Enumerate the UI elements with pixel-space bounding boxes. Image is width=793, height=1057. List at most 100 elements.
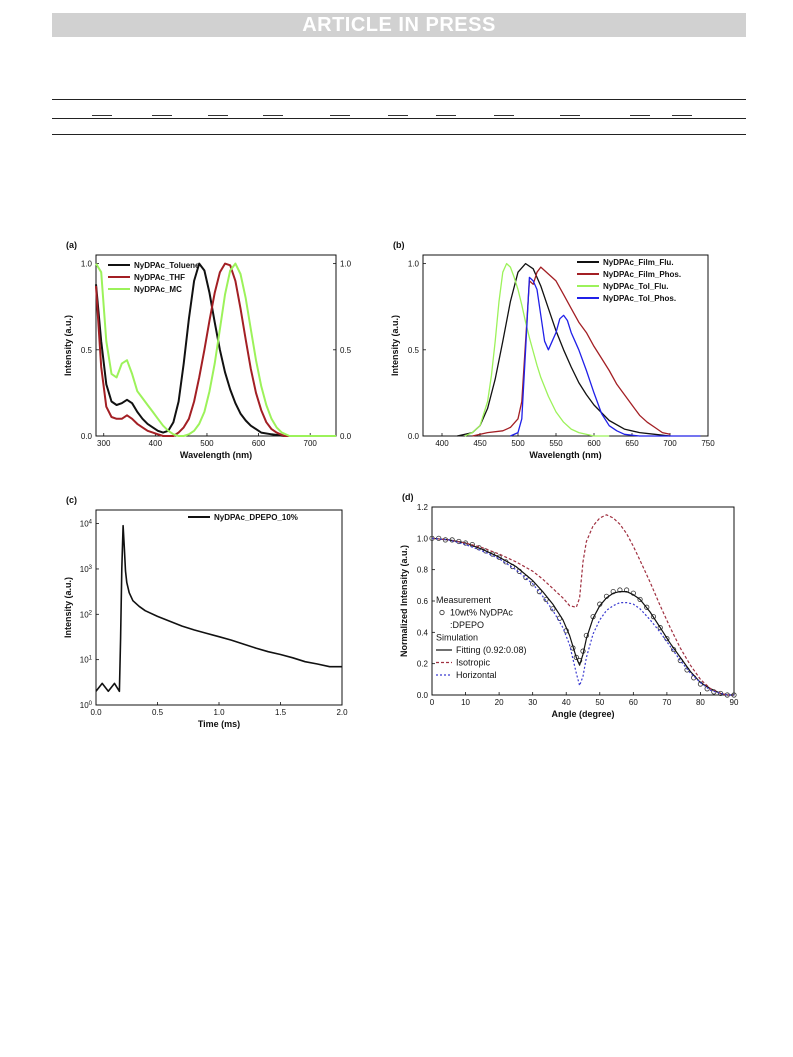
- x-tick-label: 750: [701, 439, 715, 448]
- x-tick-label: 50: [595, 698, 604, 707]
- header-dash: [672, 115, 692, 116]
- x-tick-label: 600: [252, 439, 266, 448]
- x-tick-label: 550: [549, 439, 563, 448]
- y-axis-label: Intensity (a.u.): [63, 315, 73, 376]
- header-dash: [436, 115, 456, 116]
- data-point-marker: [644, 604, 650, 610]
- plot-frame: [95, 509, 343, 706]
- x-tick-label: 60: [629, 698, 638, 707]
- legend-label: NyDPAc_MC: [134, 285, 182, 294]
- y2-tick-label: 0.0: [340, 432, 352, 441]
- header-rule-middle: [52, 118, 746, 119]
- x-tick-label: 450: [473, 439, 487, 448]
- series-line-nydpac-film-flu-: [457, 262, 671, 437]
- data-point-marker: [637, 596, 643, 603]
- x-tick-label: 30: [528, 698, 537, 707]
- x-tick-label: 0.0: [90, 708, 102, 717]
- x-tick-label: 400: [149, 439, 163, 448]
- header-dash: [560, 115, 580, 116]
- header-dash: [208, 115, 228, 116]
- x-tick-label: 500: [200, 439, 214, 448]
- y-tick-label: 0.5: [81, 346, 93, 355]
- y-tick-label: 100: [80, 701, 93, 710]
- x-tick-label: 80: [696, 698, 705, 707]
- y-axis-label: Intensity (a.u.): [390, 315, 400, 376]
- x-tick-label: 700: [304, 439, 318, 448]
- x-tick-label: 300: [97, 439, 111, 448]
- data-point-marker: [664, 635, 670, 642]
- legend-heading-simulation: Simulation: [436, 633, 478, 643]
- y-tick-label: 1.0: [417, 534, 429, 543]
- data-point-marker: [536, 588, 542, 595]
- legend-label: Fitting (0.92:0.08): [456, 645, 527, 655]
- x-axis-label: Wavelength (nm): [529, 450, 601, 460]
- x-tick-label: 70: [662, 698, 671, 707]
- y-tick-label: 1.0: [81, 260, 93, 269]
- y-axis-label: Normalized Intensity (a.u.): [399, 545, 409, 657]
- banner-text: ARTICLE IN PRESS: [302, 14, 496, 36]
- series-line-nydpac-toluene: [95, 262, 336, 437]
- y2-tick-label: 1.0: [340, 260, 352, 269]
- header-dash: [388, 115, 408, 116]
- x-tick-label: 1.0: [213, 708, 225, 717]
- y-axis-label: Intensity (a.u.): [63, 577, 73, 638]
- header-dash: [330, 115, 350, 116]
- header-dash: [92, 115, 112, 116]
- y-tick-label: 103: [80, 565, 93, 574]
- y2-tick-label: 0.5: [340, 346, 352, 355]
- panel-b: (b) 400 450 500 550 600 650 700 750 0.0 0.5 1.0 Wave…: [390, 240, 715, 460]
- legend-label: NyDPAc_DPEPO_10%: [214, 513, 298, 522]
- data-point-marker: [657, 625, 663, 631]
- x-axis-label: Time (ms): [198, 719, 240, 729]
- header-rule-top: [52, 99, 746, 100]
- y-tick-label: 104: [80, 520, 93, 529]
- data-point-marker: [550, 606, 556, 612]
- y-tick-label: 101: [80, 656, 93, 665]
- panel-d: (d) 0 10 20 30 40 50 60 70 80 90 0.0 0.2 0.4 0.6 0.8 1.0…: [399, 492, 739, 719]
- y-tick-label: 0.4: [417, 628, 429, 637]
- x-tick-label: 20: [495, 698, 504, 707]
- panel-a: (a) 300 400 500 600 700 0.0 0.5 1.0 0.0 0.5 1.0 Wave…: [63, 240, 352, 460]
- x-tick-label: 40: [562, 698, 571, 707]
- x-tick-label: 1.5: [275, 708, 287, 717]
- x-tick-label: 650: [625, 439, 639, 448]
- panel-c: (c) 0.0 0.5 1.0 1.5 2.0 100 101 102 103 104 Time (m…: [63, 495, 348, 729]
- series-line-nydpac-thf: [95, 262, 336, 437]
- x-tick-label: 10: [461, 698, 470, 707]
- x-tick-label: 500: [511, 439, 525, 448]
- x-axis-label: Wavelength (nm): [180, 450, 252, 460]
- x-tick-label: 400: [435, 439, 449, 448]
- x-axis-label: Angle (degree): [551, 709, 614, 719]
- legend-heading-measurement: Measurement: [436, 595, 492, 605]
- data-point-marker: [650, 614, 657, 620]
- legend-swatch: [439, 609, 445, 616]
- series-line-fitting-0-92-0-08-: [431, 537, 734, 696]
- x-tick-label: 90: [730, 698, 739, 707]
- x-tick-label: 2.0: [336, 708, 348, 717]
- legend-label: :DPEPO: [450, 620, 484, 630]
- legend-label: Horizontal: [456, 670, 497, 680]
- y-tick-label: 1.0: [408, 260, 420, 269]
- plot-frame: [422, 254, 709, 437]
- y-tick-label: 0.0: [81, 432, 93, 441]
- series-line-horizontal: [431, 537, 734, 696]
- header-dash: [263, 115, 283, 116]
- legend-label: NyDPAc_THF: [134, 273, 185, 282]
- header-dash: [630, 115, 650, 116]
- legend-label: NyDPAc_Toluene: [134, 261, 200, 270]
- x-tick-label: 0.5: [152, 708, 164, 717]
- y-tick-label: 0.0: [408, 432, 420, 441]
- legend-label: 10wt% NyDPAc: [450, 608, 513, 618]
- legend-label: NyDPAc_Film_Phos.: [603, 270, 681, 279]
- x-tick-label: 700: [663, 439, 677, 448]
- plot-frame: [95, 254, 337, 437]
- y-tick-label: 0.5: [408, 346, 420, 355]
- series-line-nydpac-mc: [95, 262, 336, 437]
- y-tick-label: 0.8: [417, 566, 429, 575]
- data-point-marker: [617, 587, 623, 593]
- panel-label: (b): [393, 240, 405, 250]
- panel-label: (d): [402, 492, 414, 502]
- header-rule-bottom: [52, 134, 746, 135]
- article-in-press-banner: ARTICLE IN PRESS: [52, 13, 746, 37]
